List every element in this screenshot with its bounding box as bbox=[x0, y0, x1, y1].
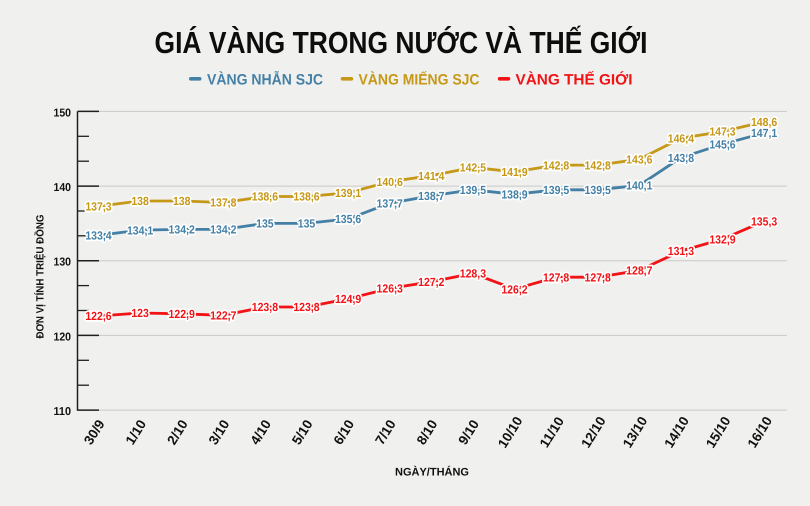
svg-text:130: 130 bbox=[54, 257, 72, 269]
svg-text:127,8: 127,8 bbox=[543, 270, 570, 284]
svg-text:127,8: 127,8 bbox=[585, 270, 612, 284]
svg-text:NGÀY/THÁNG: NGÀY/THÁNG bbox=[395, 466, 469, 479]
svg-text:123,8: 123,8 bbox=[252, 300, 279, 314]
svg-text:126,3: 126,3 bbox=[377, 282, 404, 296]
svg-text:141,9: 141,9 bbox=[501, 165, 528, 179]
svg-text:127,2: 127,2 bbox=[418, 275, 445, 289]
svg-text:128,7: 128,7 bbox=[626, 264, 653, 278]
svg-text:122,6: 122,6 bbox=[85, 309, 112, 323]
svg-text:139,5: 139,5 bbox=[460, 183, 487, 197]
svg-text:134,2: 134,2 bbox=[210, 223, 237, 237]
svg-text:137,8: 137,8 bbox=[210, 196, 237, 210]
svg-text:VÀNG MIẾNG SJC: VÀNG MIẾNG SJC bbox=[359, 71, 480, 89]
svg-text:140,1: 140,1 bbox=[626, 179, 653, 193]
svg-text:135: 135 bbox=[256, 217, 274, 231]
svg-text:142,8: 142,8 bbox=[585, 158, 612, 172]
svg-text:GIÁ VÀNG TRONG NƯỚC VÀ THẾ GIỚ: GIÁ VÀNG TRONG NƯỚC VÀ THẾ GIỚI bbox=[155, 25, 648, 60]
svg-text:137,7: 137,7 bbox=[377, 196, 404, 210]
svg-text:138,6: 138,6 bbox=[293, 190, 320, 204]
svg-text:132,9: 132,9 bbox=[709, 232, 736, 246]
svg-text:110: 110 bbox=[54, 406, 72, 418]
svg-text:122,9: 122,9 bbox=[169, 307, 196, 321]
svg-text:141,4: 141,4 bbox=[418, 169, 445, 183]
svg-text:124,9: 124,9 bbox=[335, 292, 362, 306]
svg-text:123,8: 123,8 bbox=[293, 300, 320, 314]
svg-text:143,8: 143,8 bbox=[668, 151, 695, 165]
svg-text:135: 135 bbox=[298, 217, 316, 231]
svg-text:146,4: 146,4 bbox=[668, 132, 695, 146]
svg-text:135,3: 135,3 bbox=[751, 214, 778, 228]
svg-text:138: 138 bbox=[131, 194, 149, 208]
svg-text:131,3: 131,3 bbox=[668, 244, 695, 258]
svg-text:120: 120 bbox=[54, 331, 72, 343]
svg-text:139,5: 139,5 bbox=[585, 183, 612, 197]
svg-text:134,2: 134,2 bbox=[169, 223, 196, 237]
svg-text:143,6: 143,6 bbox=[626, 152, 653, 166]
svg-text:138,7: 138,7 bbox=[418, 189, 445, 203]
svg-text:126,2: 126,2 bbox=[501, 282, 528, 296]
svg-text:150: 150 bbox=[54, 107, 72, 119]
svg-text:134,1: 134,1 bbox=[127, 223, 154, 237]
svg-text:138,9: 138,9 bbox=[501, 188, 528, 202]
svg-text:147,3: 147,3 bbox=[709, 125, 736, 139]
svg-text:140,6: 140,6 bbox=[377, 175, 404, 189]
svg-text:140: 140 bbox=[54, 182, 72, 194]
svg-text:138,6: 138,6 bbox=[252, 190, 279, 204]
svg-text:133,4: 133,4 bbox=[85, 229, 112, 243]
svg-text:147,1: 147,1 bbox=[751, 126, 778, 140]
svg-text:128,3: 128,3 bbox=[460, 267, 487, 281]
svg-text:VÀNG THẾ GIỚI: VÀNG THẾ GIỚI bbox=[516, 71, 633, 89]
svg-text:138: 138 bbox=[173, 194, 191, 208]
svg-text:ĐƠN VỊ TÍNH TRIỆU ĐỒNG: ĐƠN VỊ TÍNH TRIỆU ĐỒNG bbox=[34, 215, 47, 339]
svg-text:135,6: 135,6 bbox=[335, 212, 362, 226]
svg-text:139,5: 139,5 bbox=[543, 183, 570, 197]
svg-text:139,1: 139,1 bbox=[335, 186, 362, 200]
svg-text:123: 123 bbox=[131, 306, 149, 320]
svg-text:VÀNG NHẪN SJC: VÀNG NHẪN SJC bbox=[207, 71, 323, 89]
svg-text:148,6: 148,6 bbox=[751, 115, 778, 129]
svg-text:142,8: 142,8 bbox=[543, 158, 570, 172]
svg-text:122,7: 122,7 bbox=[210, 309, 237, 323]
svg-text:137,3: 137,3 bbox=[85, 199, 112, 213]
svg-text:145,6: 145,6 bbox=[709, 137, 736, 151]
svg-text:142,5: 142,5 bbox=[460, 161, 487, 175]
